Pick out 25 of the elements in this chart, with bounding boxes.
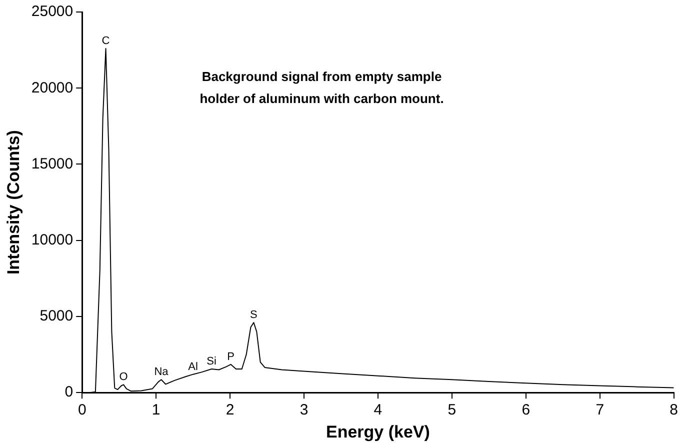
- x-tick-label: 2: [226, 402, 234, 419]
- x-tick-label: 8: [670, 402, 678, 419]
- y-tick-label: 10000: [31, 232, 74, 248]
- y-tick-label: 15000: [31, 155, 74, 172]
- x-axis-title: Energy (keV): [326, 422, 430, 442]
- annotation: Si: [206, 356, 216, 368]
- y-tick-label: 5000: [40, 308, 74, 325]
- y-tick-label: 0: [64, 384, 74, 401]
- x-tick-label: 4: [374, 402, 382, 419]
- x-tick-label: 7: [596, 402, 604, 419]
- x-tick-label: 3: [300, 402, 308, 419]
- y-tick-label: 25000: [31, 3, 74, 20]
- x-tick-label: 0: [78, 402, 86, 419]
- x-tick-label: 5: [448, 402, 456, 419]
- annotation: P: [227, 350, 234, 363]
- annotation: S: [250, 309, 258, 322]
- annotation: O: [119, 371, 128, 384]
- annotation: Al: [188, 360, 198, 373]
- annotation: Background signal from empty sample holder of aluminum with carbon mount.: [200, 69, 444, 106]
- y-tick-label: 20000: [31, 79, 74, 96]
- y-axis-title: Intensity (Counts): [4, 130, 23, 275]
- annotation: C: [102, 35, 110, 48]
- x-tick-label: 6: [522, 402, 530, 419]
- x-tick-label: 1: [152, 402, 160, 419]
- annotation: Na: [154, 366, 170, 378]
